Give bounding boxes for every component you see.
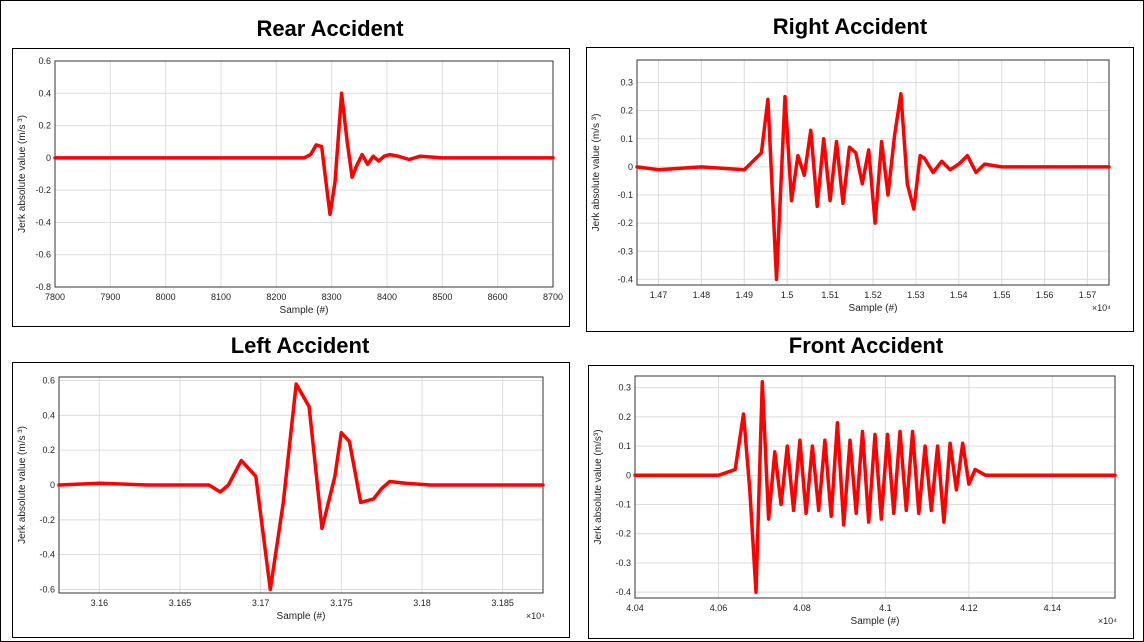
x-tick-label: 8700 (543, 292, 563, 302)
chart-title: Right Accident (772, 14, 928, 39)
y-tick-label: -0.6 (35, 250, 51, 260)
y-tick-label: 0 (628, 162, 633, 172)
chart-svg: 7800 7900 8000 8100 8200 8300 8400 8500 8600 8700… (17, 56, 563, 316)
x-tick-label: 7900 (100, 292, 120, 302)
plot-area (635, 376, 1115, 598)
series-line (57, 382, 545, 592)
y-tick-label: -0.3 (617, 246, 633, 256)
x-tick-label: 3.175 (330, 598, 353, 608)
x-tick-label: 3.185 (491, 598, 514, 608)
y-tick-label: -0.1 (615, 500, 631, 510)
y-tick-label: -0.3 (615, 558, 631, 568)
chart-panel-rear: 7800 7900 8000 8100 8200 8300 8400 8500 8600 8700… (12, 48, 570, 327)
y-tick-label: -0.2 (39, 515, 55, 525)
x-tick-label: 1.47 (650, 290, 668, 300)
series-line (53, 91, 555, 217)
x-axis-exponent: ×10⁴ (1098, 616, 1117, 626)
y-axis-label: Jerk absolute value (m/s ³) (17, 115, 28, 233)
chart-svg: 3.16 3.165 3.17 3.175 3.18 3.185 -0.6 -0.4 -0.2 0… (17, 375, 545, 622)
y-tick-label: 0.2 (42, 445, 55, 455)
x-tick-label: 3.16 (91, 598, 109, 608)
axes-frame (636, 59, 1110, 286)
x-tick-label: 8000 (156, 292, 176, 302)
x-tick-label: 3.17 (252, 598, 270, 608)
x-tick-label: 8300 (322, 292, 342, 302)
y-axis-label: Jerk absolute value (m/s³) (593, 429, 604, 544)
x-axis-label: Sample (#) (849, 303, 898, 314)
y-tick-label: 0 (50, 480, 55, 490)
x-tick-label: 1.57 (1079, 290, 1097, 300)
y-tick-label: 0 (46, 153, 51, 163)
x-tick-label: 1.5 (781, 290, 794, 300)
y-tick-label: 0.1 (620, 134, 633, 144)
y-axis-label: Jerk absolute value (m/s ³) (17, 426, 28, 544)
y-tick-label: -0.4 (617, 274, 633, 284)
x-tick-label: 3.165 (169, 598, 192, 608)
x-tick-label: 8500 (432, 292, 452, 302)
x-tick-label: 7800 (45, 292, 65, 302)
y-tick-label: 0.3 (620, 78, 633, 88)
x-axis-label: Sample (#) (277, 611, 326, 622)
y-tick-label: -0.4 (35, 217, 51, 227)
y-axis-label: Jerk absolute value (m/s ³) (591, 114, 602, 232)
x-tick-label: 1.56 (1036, 290, 1054, 300)
chart-title: Rear Accident (256, 16, 404, 41)
x-tick-label: 3.18 (413, 598, 431, 608)
y-tick-label: -0.6 (39, 585, 55, 595)
chart-panel-front: 4.04 4.06 4.08 4.1 4.12 4.14 -0.4 -0.3 -0.2 -0.1 0… (588, 365, 1134, 639)
x-axis-label: Sample (#) (851, 616, 900, 627)
x-axis-exponent: ×10⁴ (526, 611, 545, 621)
y-tick-label: -0.4 (615, 587, 631, 597)
x-tick-label: 8600 (488, 292, 508, 302)
y-tick-label: 0.2 (620, 106, 633, 116)
y-tick-label: 0.6 (42, 375, 55, 385)
x-tick-label: 4.06 (710, 603, 728, 613)
x-tick-label: 1.54 (950, 290, 968, 300)
x-axis-exponent: ×10⁴ (1092, 303, 1111, 313)
plot-area (55, 61, 553, 287)
y-tick-label: -0.4 (39, 550, 55, 560)
x-tick-label: 1.53 (907, 290, 925, 300)
series-line (633, 380, 1117, 594)
x-tick-label: 4.04 (626, 603, 644, 613)
x-tick-label: 1.48 (693, 290, 711, 300)
chart-svg: 1.47 1.48 1.49 1.5 1.51 1.52 1.53 1.54 1.55 1.56 1… (591, 59, 1111, 314)
chart-title: Left Accident (230, 333, 370, 358)
x-tick-label: 1.49 (736, 290, 754, 300)
x-tick-label: 4.1 (879, 603, 892, 613)
x-tick-label: 1.52 (864, 290, 882, 300)
x-tick-label: 4.12 (960, 603, 978, 613)
x-tick-label: 1.51 (821, 290, 839, 300)
x-tick-label: 4.14 (1044, 603, 1062, 613)
axes-frame (54, 60, 554, 288)
y-tick-label: -0.2 (617, 218, 633, 228)
y-tick-label: -0.8 (35, 282, 51, 292)
y-tick-label: 0 (626, 470, 631, 480)
y-tick-label: 0.4 (38, 88, 51, 98)
y-tick-label: 0.2 (618, 412, 631, 422)
y-tick-label: 0.2 (38, 121, 51, 131)
x-axis-label: Sample (#) (280, 305, 329, 316)
chart-panel-right: 1.47 1.48 1.49 1.5 1.51 1.52 1.53 1.54 1.55 1.56 1… (586, 47, 1134, 332)
chart-title: Front Accident (788, 333, 944, 358)
chart-panel-left: 3.16 3.165 3.17 3.175 3.18 3.185 -0.6 -0.4 -0.2 0… (12, 362, 570, 638)
series-line (635, 92, 1111, 282)
chart-svg: 4.04 4.06 4.08 4.1 4.12 4.14 -0.4 -0.3 -0.2 -0.1 0… (593, 375, 1117, 627)
x-tick-label: 1.55 (993, 290, 1011, 300)
x-tick-label: 8200 (266, 292, 286, 302)
y-tick-label: 0.1 (618, 441, 631, 451)
x-tick-label: 8100 (211, 292, 231, 302)
y-tick-label: -0.2 (615, 529, 631, 539)
x-tick-label: 8400 (377, 292, 397, 302)
x-tick-label: 4.08 (793, 603, 811, 613)
y-tick-label: -0.1 (617, 190, 633, 200)
axes-frame (634, 375, 1116, 599)
y-tick-label: 0.3 (618, 383, 631, 393)
y-tick-label: 0.6 (38, 56, 51, 66)
y-tick-label: -0.2 (35, 185, 51, 195)
y-tick-label: 0.4 (42, 410, 55, 420)
